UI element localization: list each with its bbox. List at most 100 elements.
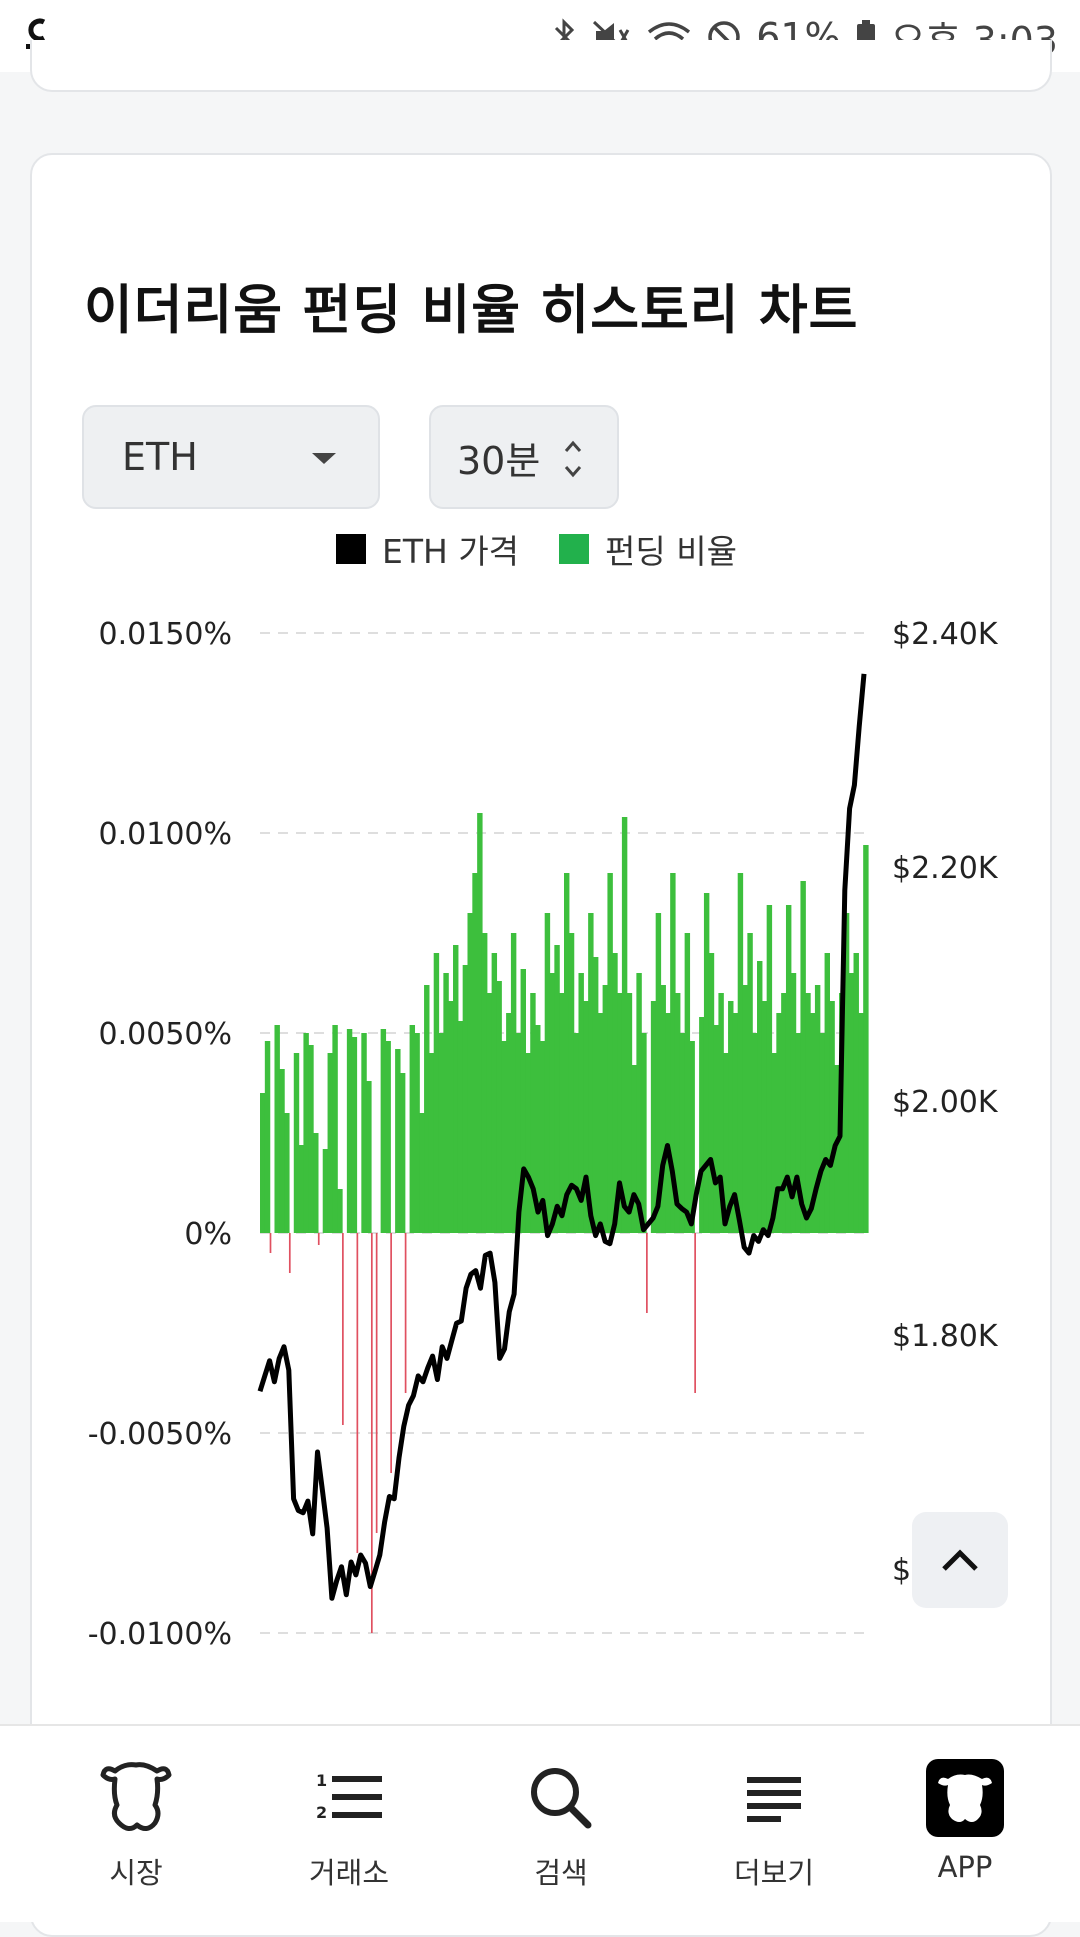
funding-bar (298, 1145, 305, 1233)
coin-select-value: ETH (122, 435, 198, 479)
funding-bar (279, 1069, 285, 1233)
funding-bar (718, 993, 724, 1233)
right-tick-label: $2.20K (892, 851, 999, 886)
nav-item-search[interactable]: 검색 (471, 1726, 651, 1922)
right-axis: $2.40K $2.20K $2.00K $1.80K $ (892, 617, 999, 1588)
interval-select-value: 30분 (457, 438, 541, 483)
funding-bar (694, 1233, 696, 1393)
funding-bar (486, 993, 493, 1233)
funding-bar (829, 1001, 835, 1233)
funding-bar (370, 1233, 373, 1633)
funding-bar (703, 893, 710, 1233)
nav-item-more[interactable]: 더보기 (684, 1726, 864, 1922)
funding-bar (554, 945, 560, 1233)
funding-bar (742, 985, 748, 1233)
funding-bar (385, 1041, 391, 1233)
funding-bar (863, 845, 869, 1233)
legend-item-funding[interactable]: 펀딩 비율 (559, 525, 737, 573)
funding-bar (805, 993, 811, 1233)
funding-bar (858, 1013, 864, 1233)
legend-swatch-funding (559, 534, 590, 564)
funding-bar (573, 1033, 580, 1233)
funding-bar (607, 873, 613, 1233)
funding-bar (621, 817, 628, 1233)
up-down-chevron-icon (563, 437, 583, 490)
funding-bar (390, 1233, 392, 1473)
funding-bar (670, 873, 676, 1233)
funding-bar (491, 953, 498, 1233)
right-tick-label: $1.80K (892, 1319, 999, 1354)
funding-bar (602, 985, 609, 1233)
funding-bar (713, 1025, 720, 1233)
funding-bar (539, 1041, 546, 1233)
funding-bar (351, 1037, 358, 1233)
eth-price-line (257, 673, 867, 1601)
funding-bar (641, 1033, 647, 1233)
funding-bar (481, 933, 488, 1233)
nav-item-market[interactable]: 시장 (46, 1726, 226, 1922)
funding-bar (679, 1033, 686, 1233)
funding-bar (269, 1233, 272, 1253)
left-axis: 0.0150% 0.0100% 0.0050% 0% -0.0050% -0.0100% (88, 617, 232, 1652)
funding-bar (771, 1053, 777, 1233)
funding-bar (293, 1053, 300, 1233)
right-tick-label: $2.00K (892, 1085, 999, 1120)
right-tick-label: $ (892, 1553, 911, 1588)
funding-bar (578, 973, 584, 1233)
legend-label-price: ETH 가격 (382, 532, 520, 571)
funding-bar (506, 1013, 512, 1233)
coin-select[interactable]: ETH (82, 405, 380, 509)
funding-bar (583, 1001, 589, 1233)
funding-bar (848, 973, 855, 1233)
funding-bar (395, 1049, 401, 1233)
funding-bar (559, 993, 565, 1233)
funding-bar (761, 1001, 768, 1233)
legend-item-price[interactable]: ETH 가격 (336, 525, 519, 573)
search-icon (528, 1758, 594, 1838)
funding-bar (510, 933, 517, 1233)
funding-bar (501, 1041, 507, 1233)
funding-bar (443, 973, 449, 1233)
funding-bar (284, 1113, 290, 1233)
cow-icon (99, 1758, 173, 1838)
interval-select[interactable]: 30분 (429, 405, 619, 509)
funding-bar (853, 953, 859, 1233)
funding-bar (819, 1033, 826, 1233)
funding-bar (612, 953, 618, 1233)
funding-bar (781, 993, 787, 1233)
page-title: 이더리움 펀딩 비율 히스토리 차트 (84, 280, 859, 341)
funding-bar (549, 973, 555, 1233)
app-cow-icon (926, 1758, 1004, 1838)
nav-label-exchange: 거래소 (308, 1856, 390, 1890)
left-tick-label: -0.0100% (88, 1617, 232, 1652)
funding-bar (814, 985, 821, 1233)
left-tick-label: 0.0050% (99, 1017, 232, 1052)
left-tick-label: 0% (184, 1217, 232, 1252)
funding-bar (800, 881, 806, 1233)
funding-bar (380, 1029, 387, 1233)
funding-bar (530, 993, 536, 1233)
funding-bar (810, 1013, 816, 1233)
funding-bar (795, 1033, 802, 1233)
funding-bar (631, 1065, 637, 1233)
funding-bar (438, 1033, 444, 1233)
funding-bar (274, 1025, 280, 1233)
funding-bar (361, 1033, 367, 1233)
nav-item-app[interactable]: APP (875, 1726, 1055, 1922)
svg-text:1: 1 (316, 1771, 327, 1790)
funding-bar (477, 813, 483, 1233)
nav-label-app: APP (937, 1850, 993, 1884)
chevron-up-icon (942, 1549, 978, 1571)
right-tick-label: $2.40K (892, 617, 999, 652)
funding-bar (375, 1233, 378, 1533)
funding-bar (564, 873, 570, 1233)
scroll-to-top-button[interactable] (912, 1512, 1008, 1608)
funding-bar (766, 905, 773, 1233)
funding-bar (790, 973, 797, 1233)
funding-bar (404, 1233, 407, 1393)
funding-bar (636, 973, 642, 1233)
funding-bar (424, 985, 430, 1233)
